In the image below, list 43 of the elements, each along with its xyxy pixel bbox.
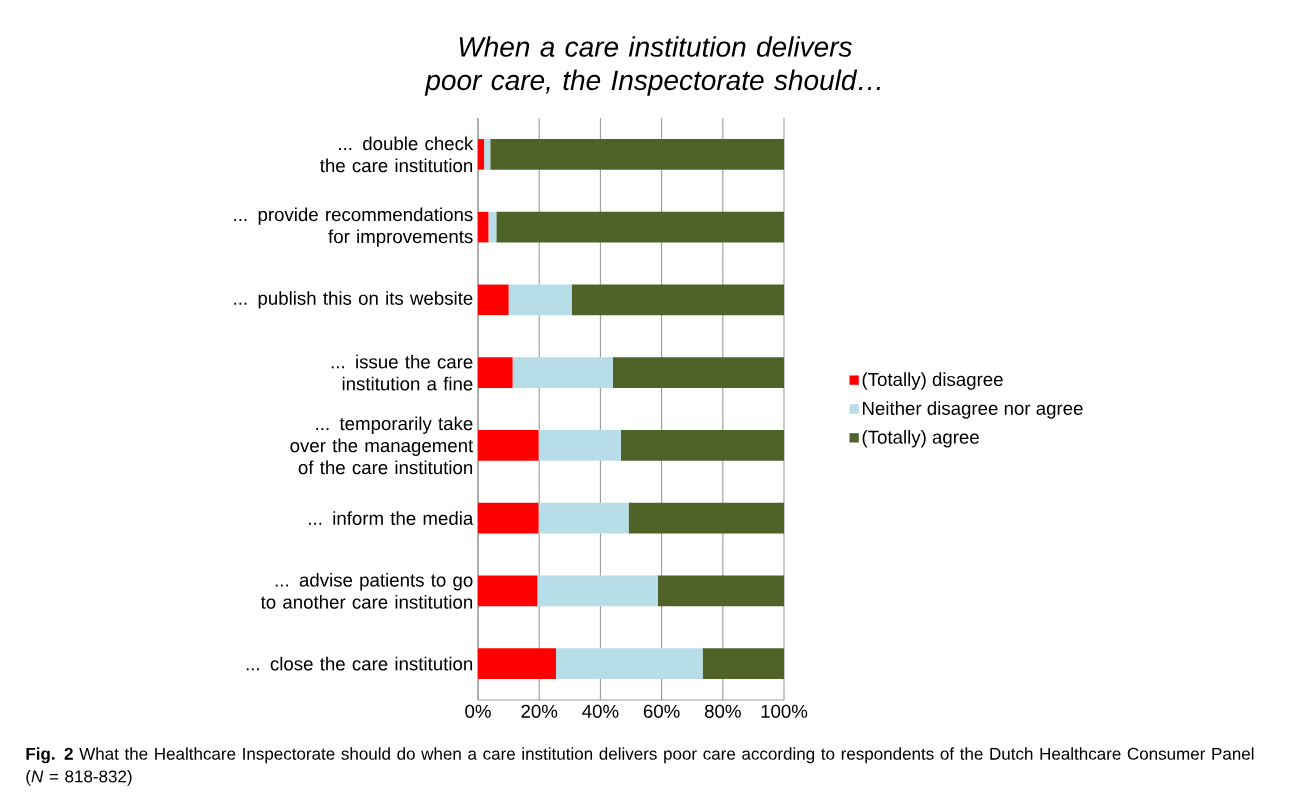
y-tick-label: ... advise patients to go to another care institution	[260, 573, 473, 609]
legend-label: (Totally) agree	[862, 430, 979, 448]
y-tick-label: ... close the care institution	[246, 656, 473, 671]
bar	[628, 502, 785, 534]
y-tick-label: ... double check the care institution	[320, 136, 474, 173]
bar	[490, 139, 785, 170]
x-tick-label: 20%	[521, 704, 558, 718]
bar	[620, 430, 785, 461]
y-tick-label: ... temporarily take over the management of the care institution	[290, 416, 474, 475]
x-tick-label: 0%	[465, 704, 491, 718]
bar	[478, 357, 513, 388]
bar	[496, 211, 785, 243]
bar	[484, 139, 491, 170]
x-tick-label: 100%	[761, 704, 808, 718]
bar	[478, 139, 485, 170]
bar	[512, 357, 613, 388]
bar	[478, 284, 509, 316]
legend-label: Neither disagree nor agree	[863, 401, 1083, 419]
y-tick-label: ... provide recommendations for improvements	[234, 207, 473, 247]
y-tick-label: ... publish this on its website	[234, 291, 473, 309]
bar	[478, 502, 539, 534]
bar	[657, 575, 785, 607]
x-tick-label: 40%	[582, 704, 619, 718]
bar	[556, 648, 703, 679]
x-tick-label: 80%	[704, 704, 741, 718]
bar	[702, 648, 785, 679]
text: Fig. 2 What the Healthcare Inspectorate should do when a care institution delivers poor care according to respondents of the Dutch Healthcare Consumer Panel (N = 818-832)	[26, 747, 1254, 786]
chart-title: When a care institution delivers poor care, the Inspectorate should…	[424, 36, 880, 96]
bar	[478, 575, 538, 607]
bar	[508, 284, 572, 316]
bar	[537, 575, 658, 607]
bar	[478, 430, 539, 461]
bar	[571, 284, 785, 316]
bar	[478, 211, 489, 243]
y-tick-label: ... issue the care institution a fine	[331, 354, 473, 391]
bar	[478, 648, 557, 679]
y-tick-label: ... inform the media	[309, 511, 474, 525]
bar	[538, 430, 621, 461]
bar	[612, 357, 785, 388]
bar	[538, 502, 629, 534]
bar	[488, 211, 497, 243]
x-tick-label: 60%	[643, 704, 680, 718]
legend-label: (Totally) disagree	[862, 372, 1003, 390]
